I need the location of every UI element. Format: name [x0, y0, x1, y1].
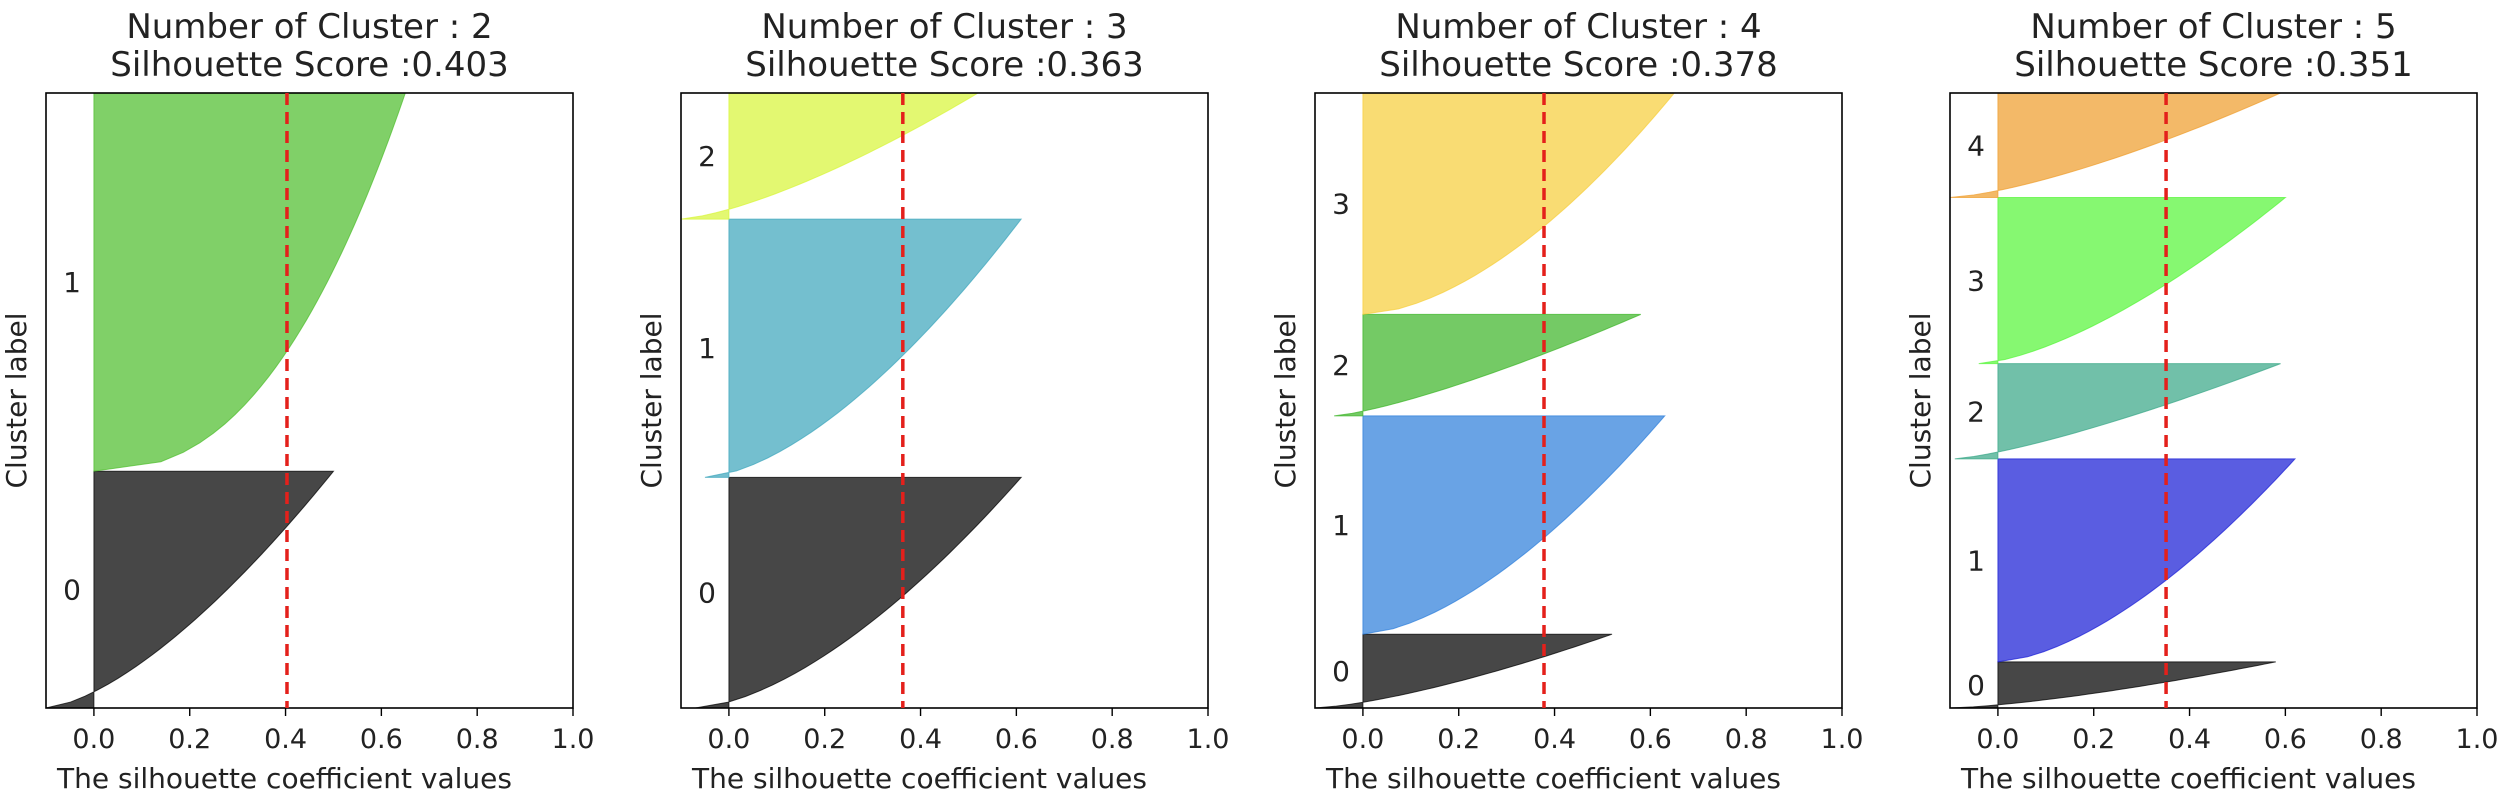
cluster-2-silhouette	[680, 92, 980, 220]
x-tick-label: 1.0	[2456, 724, 2499, 755]
x-tick-label: 0.4	[1533, 724, 1576, 755]
cluster-1-silhouette	[1997, 458, 2297, 663]
chart-title-line2: Silhouette Score :0.363	[745, 45, 1144, 85]
axes-frame	[45, 92, 574, 709]
cluster-0-silhouette	[45, 470, 335, 709]
chart-title-line1: Number of Cluster : 2	[126, 7, 492, 47]
x-tick-label: 0.0	[72, 724, 115, 755]
chart-title-line2: Silhouette Score :0.351	[2014, 45, 2413, 85]
x-tick-label: 1.0	[552, 724, 595, 755]
cluster-label-4: 4	[1967, 129, 1985, 162]
chart-title-line1: Number of Cluster : 3	[761, 7, 1127, 47]
y-axis-label: Cluster label	[635, 313, 668, 489]
cluster-2-silhouette	[1334, 313, 1641, 417]
chart-title-line2: Silhouette Score :0.378	[1379, 45, 1778, 85]
cluster-label-0: 0	[1332, 655, 1350, 688]
x-tick-label: 0.2	[2072, 724, 2115, 755]
cluster-label-2: 2	[1967, 395, 1985, 428]
x-tick-label: 0.4	[899, 724, 942, 755]
cluster-4-silhouette	[1949, 92, 2281, 199]
x-tick-label: 0.0	[707, 724, 750, 755]
x-tick-label: 0.8	[1725, 724, 1768, 755]
x-tick-label: 0.6	[2264, 724, 2307, 755]
cluster-1-silhouette	[1362, 415, 1666, 635]
chart-title-line1: Number of Cluster : 5	[2030, 7, 2396, 47]
axes-frame	[680, 92, 1209, 709]
cluster-0-silhouette	[1314, 633, 1613, 709]
cluster-label-2: 2	[698, 140, 716, 173]
cluster-3-silhouette	[1978, 197, 2287, 365]
cluster-0-silhouette	[695, 476, 1023, 709]
x-tick-label: 0.8	[2360, 724, 2403, 755]
x-axis-label: The silhouette coefficient values	[56, 762, 512, 795]
cluster-1-silhouette	[704, 218, 1023, 478]
cluster-label-1: 1	[63, 266, 81, 299]
x-tick-label: 0.6	[1629, 724, 1672, 755]
axes-frame	[1949, 92, 2478, 709]
chart-title-line1: Number of Cluster : 4	[1395, 7, 1761, 47]
cluster-label-1: 1	[1967, 544, 1985, 577]
cluster-label-0: 0	[1967, 669, 1985, 702]
x-tick-label: 0.2	[1437, 724, 1480, 755]
cluster-0-silhouette	[1949, 661, 2276, 709]
x-tick-label: 0.8	[456, 724, 499, 755]
x-tick-label: 0.8	[1091, 724, 1134, 755]
x-axis-label: The silhouette coefficient values	[1325, 762, 1781, 795]
x-tick-label: 0.4	[264, 724, 307, 755]
x-tick-label: 1.0	[1821, 724, 1864, 755]
x-axis-label: The silhouette coefficient values	[691, 762, 1147, 795]
cluster-label-0: 0	[63, 574, 81, 607]
x-axis-label: The silhouette coefficient values	[1960, 762, 2416, 795]
x-tick-label: 0.6	[995, 724, 1038, 755]
y-axis-label: Cluster label	[1269, 313, 1302, 489]
x-tick-label: 0.2	[803, 724, 846, 755]
cluster-label-2: 2	[1332, 349, 1350, 382]
y-axis-label: Cluster label	[0, 313, 33, 489]
chart-title-line2: Silhouette Score :0.403	[110, 45, 509, 85]
cluster-label-1: 1	[698, 332, 716, 365]
x-tick-label: 1.0	[1187, 724, 1230, 755]
cluster-label-1: 1	[1332, 509, 1350, 542]
cluster-label-3: 3	[1967, 265, 1985, 298]
cluster-3-silhouette	[1362, 92, 1676, 315]
x-tick-label: 0.6	[360, 724, 403, 755]
x-tick-label: 0.0	[1341, 724, 1384, 755]
cluster-label-3: 3	[1332, 188, 1350, 221]
axes-frame	[1314, 92, 1843, 709]
y-axis-label: Cluster label	[1904, 313, 1937, 489]
x-tick-label: 0.2	[168, 724, 211, 755]
x-tick-label: 0.0	[1976, 724, 2019, 755]
cluster-1-silhouette	[93, 92, 407, 472]
cluster-label-0: 0	[698, 577, 716, 610]
cluster-2-silhouette	[1954, 363, 2281, 460]
x-tick-label: 0.4	[2168, 724, 2211, 755]
